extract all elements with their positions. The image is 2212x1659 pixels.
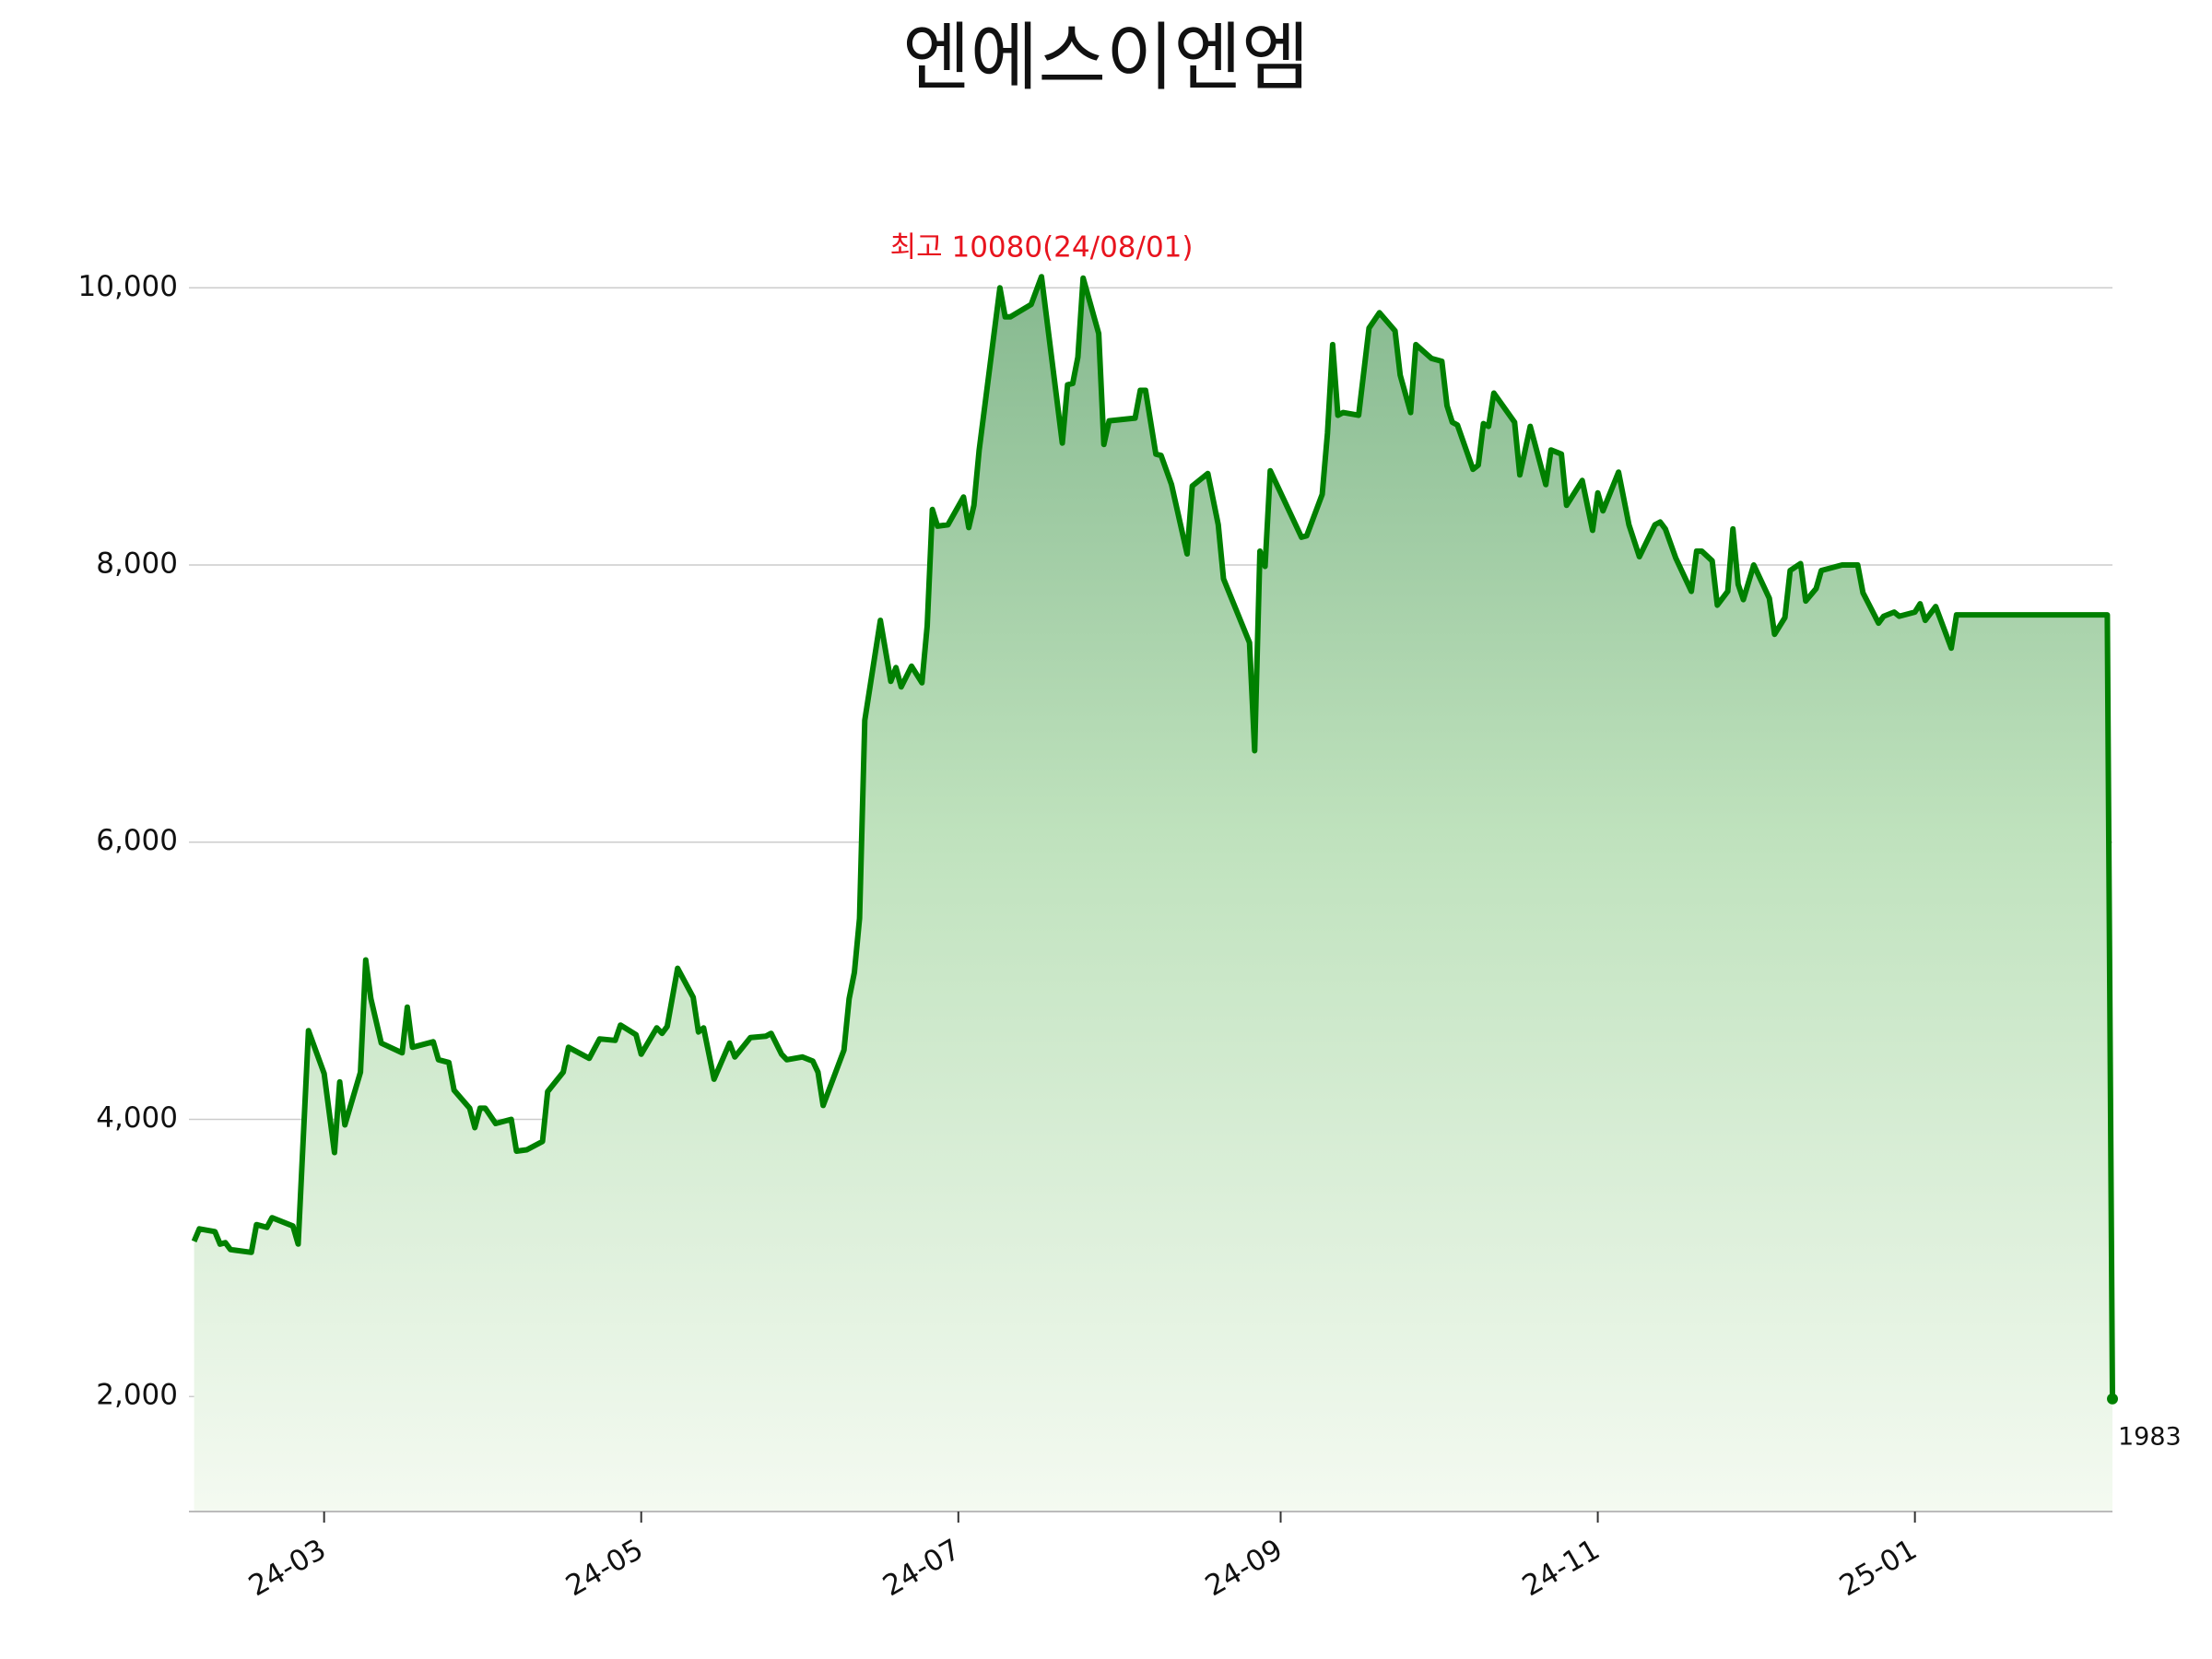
line bbox=[191, 274, 2115, 1399]
area bbox=[194, 276, 2112, 1512]
x-tick-label: 24-03 bbox=[243, 1533, 332, 1603]
x-tick-label: 24-05 bbox=[560, 1533, 649, 1603]
max-annotation: 최고 10080(24/08/01) bbox=[890, 231, 1194, 265]
y-tick-label: 8,000 bbox=[96, 547, 178, 580]
x-tick-label: 24-11 bbox=[1517, 1533, 1606, 1603]
last-value-label: 1983 bbox=[2118, 1422, 2182, 1451]
chart-title: 엔에스이엔엠 bbox=[902, 15, 1310, 100]
y-tick-label: 6,000 bbox=[96, 824, 178, 857]
x-tick-label: 24-07 bbox=[877, 1533, 966, 1603]
y-tick-label: 10,000 bbox=[78, 270, 178, 303]
x-tick-label: 24-09 bbox=[1200, 1533, 1288, 1603]
y-tick-label: 4,000 bbox=[96, 1101, 178, 1135]
last-point bbox=[2107, 1393, 2118, 1405]
y-tick-label: 2,000 bbox=[96, 1379, 178, 1412]
x-tick-label: 25-01 bbox=[1834, 1533, 1923, 1603]
